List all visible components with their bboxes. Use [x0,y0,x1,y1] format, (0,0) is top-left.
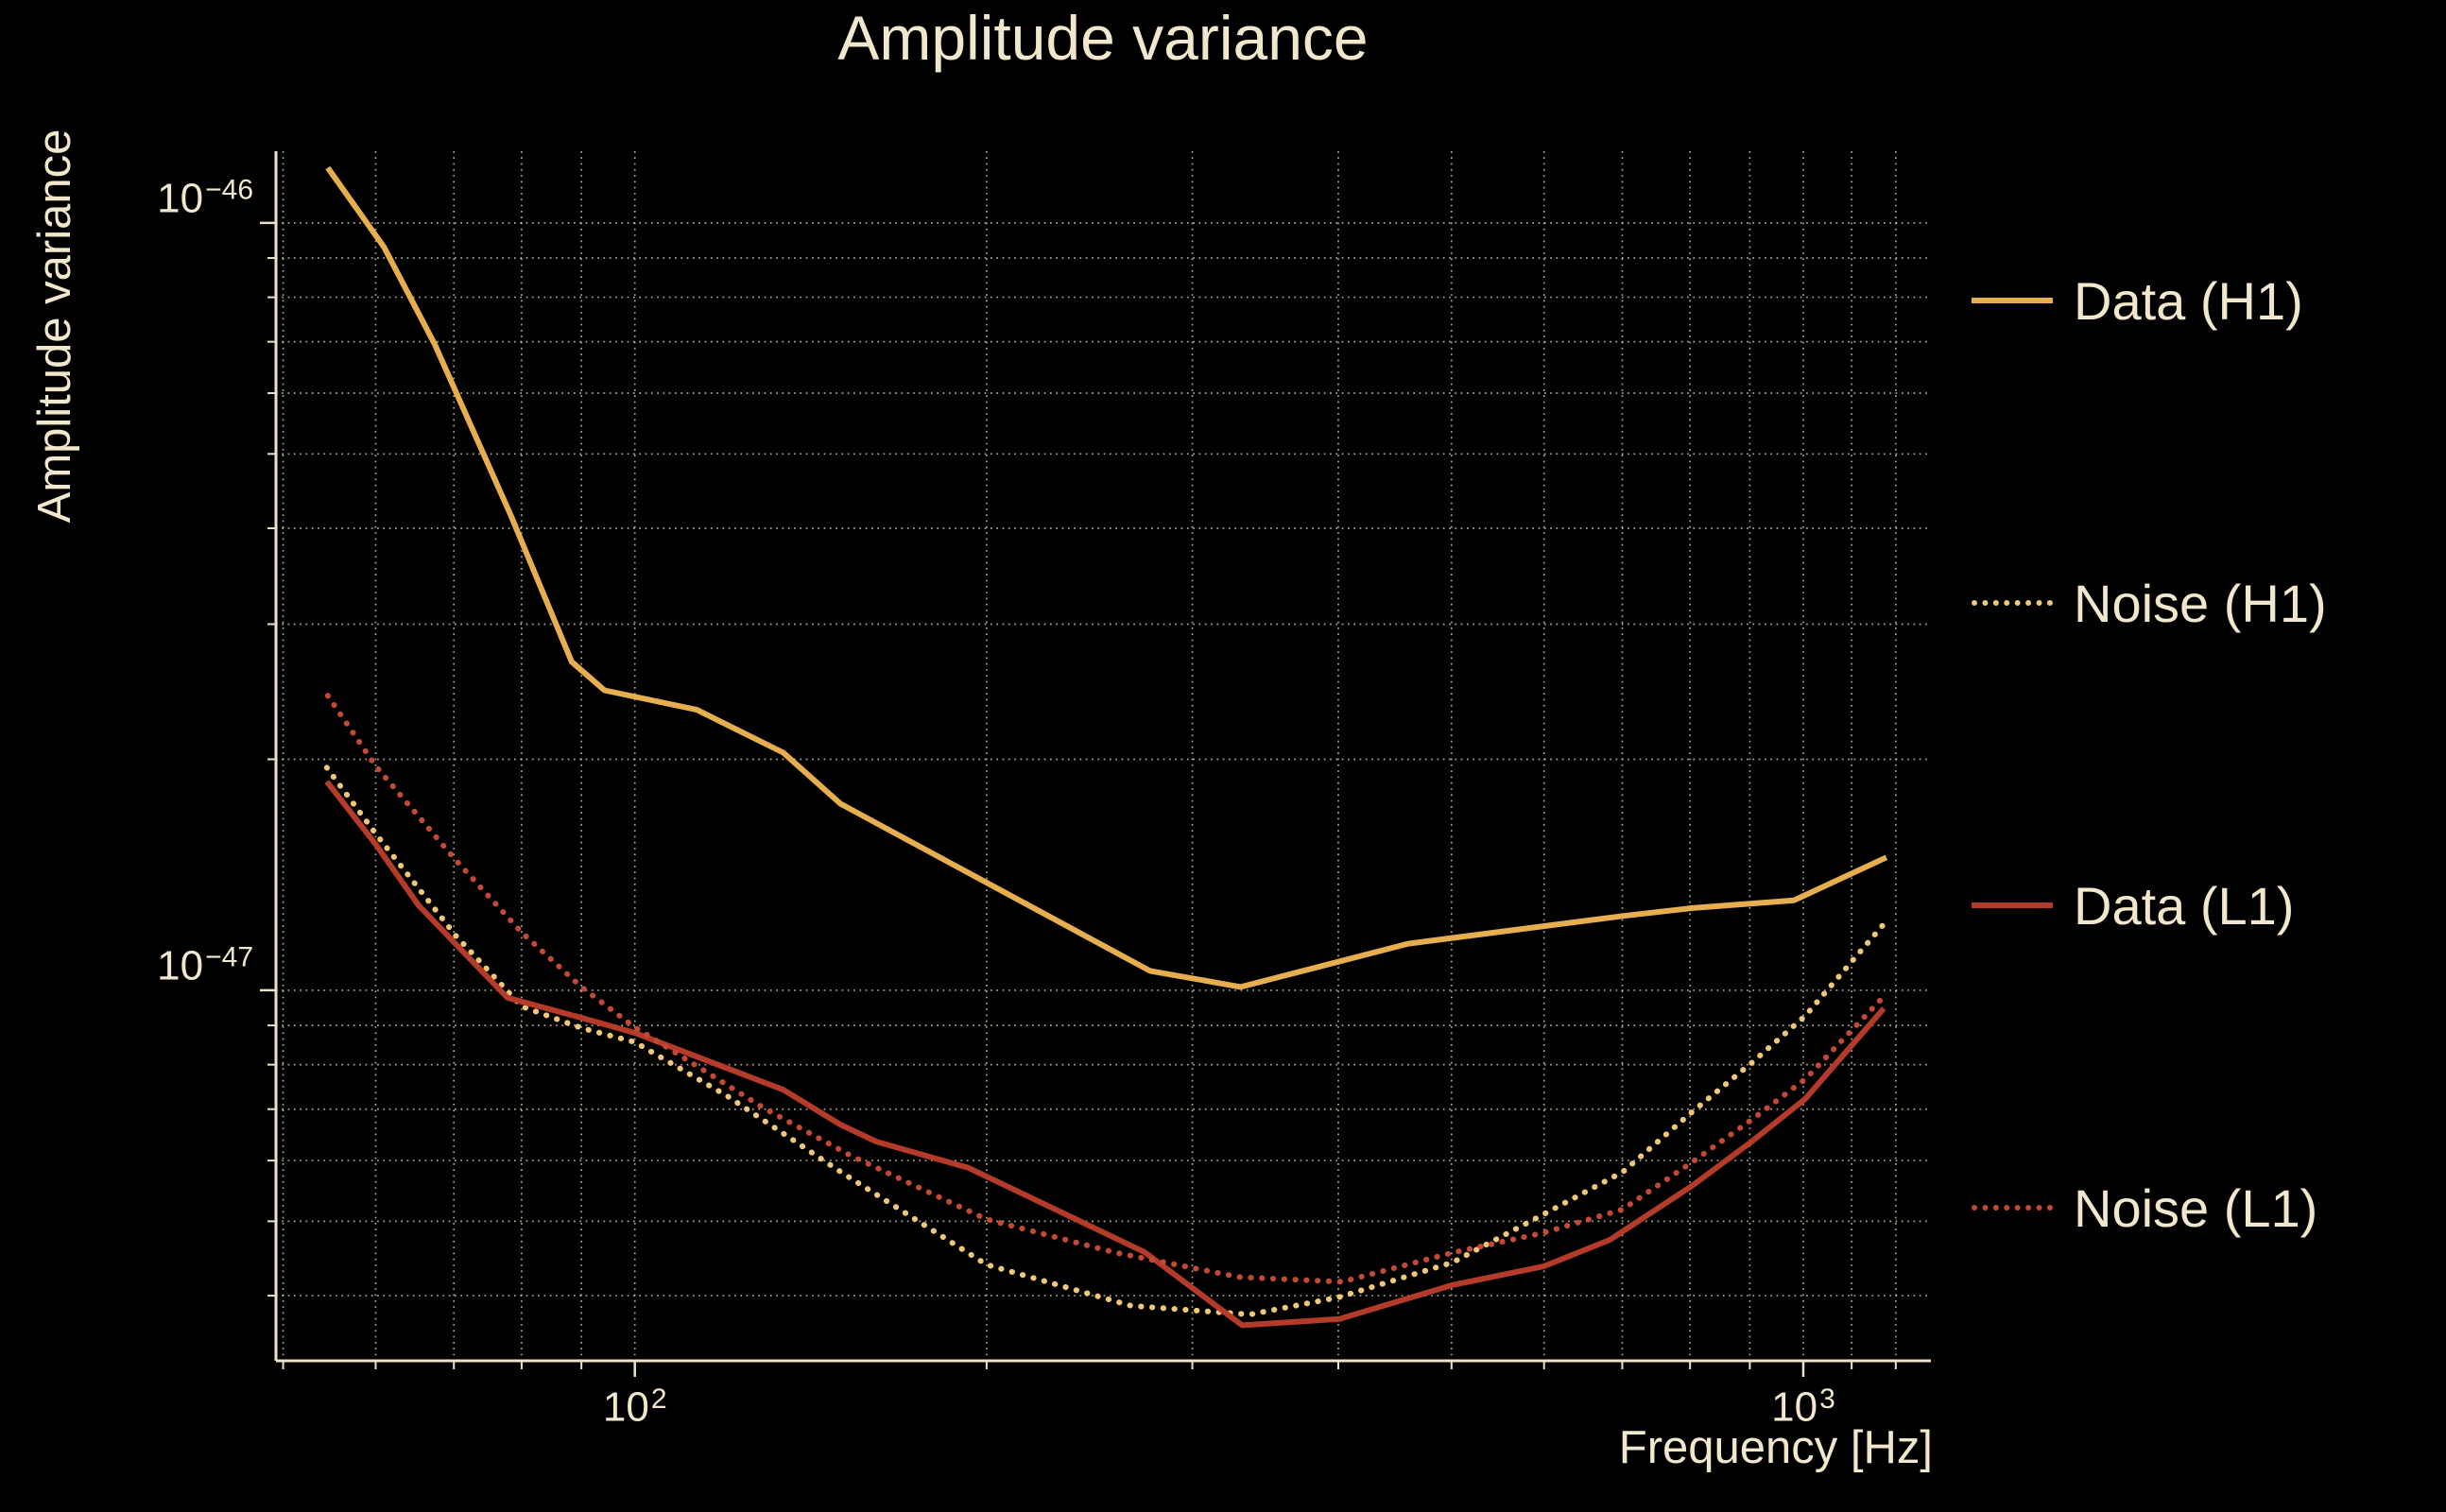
legend-item-data-h1: Data (H1) [1972,267,2303,334]
legend-label-data-l1: Data (L1) [2074,875,2295,936]
chart-title: Amplitude variance [837,3,1369,73]
legend-line-sample-noise-l1 [1972,1205,2053,1211]
legend-label-noise-l1: Noise (L1) [2074,1177,2318,1238]
legend-line-sample-data-h1 [1972,298,2053,303]
y-tick-label: 10−47 [157,941,253,989]
legend-line-sample-data-l1 [1972,902,2053,908]
x-tick-label: 102 [602,1383,667,1431]
series-noise-l1 [324,693,1884,1285]
legend-item-data-l1: Data (L1) [1972,872,2294,938]
y-tick-label: 10−46 [157,174,253,222]
legend-item-noise-l1: Noise (L1) [1972,1175,2317,1241]
legend-item-noise-h1: Noise (H1) [1972,570,2327,636]
legend-line-sample-noise-h1 [1972,600,2053,606]
legend-label-noise-h1: Noise (H1) [2074,573,2327,633]
x-axis-label: Frequency [Hz] [1618,1422,1933,1473]
x-tick-label: 103 [1771,1383,1835,1431]
legend-label-data-h1: Data (H1) [2074,270,2303,331]
series-data-h1 [325,165,1888,990]
series-data-l1 [324,780,1886,1329]
series-noise-h1 [323,765,1887,1317]
